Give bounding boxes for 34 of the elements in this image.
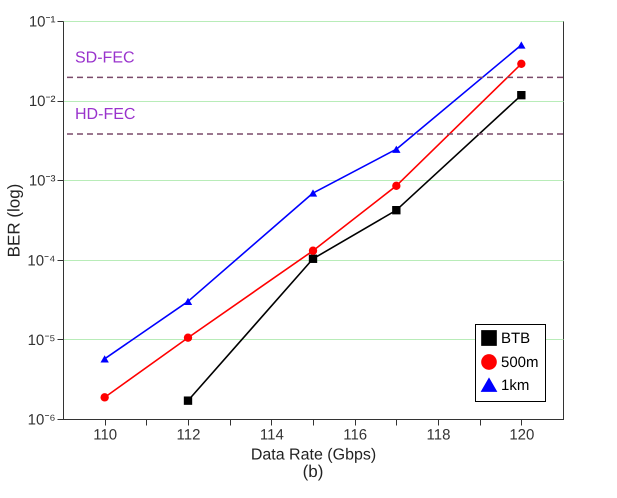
legend-label: BTB (501, 330, 530, 347)
x-tick-label: 110 (93, 426, 118, 444)
point (308, 189, 318, 197)
legend-label: 1km (501, 377, 530, 394)
ref-line-label: HD-FEC (75, 106, 136, 124)
point (184, 396, 192, 405)
point (392, 206, 401, 214)
point (100, 393, 109, 402)
y-tick-label: 10⁻⁴ (27, 252, 56, 270)
y-tick-label: 10⁻¹ (28, 14, 56, 30)
point (517, 41, 526, 49)
point (517, 90, 526, 100)
x-tick-label: 120 (509, 426, 534, 444)
point (308, 254, 318, 263)
x-tick-label: 118 (426, 426, 450, 444)
x-tick-label: 114 (260, 426, 284, 444)
point (392, 146, 401, 153)
x-axis-title: Data Rate (Gbps) (250, 446, 376, 464)
y-tick-label: 10⁻² (28, 93, 56, 110)
y-tick-label: 10⁻⁶ (28, 412, 56, 428)
y-tick-label: 10⁻⁵ (28, 332, 56, 349)
point (392, 182, 401, 190)
y-tick-label: 10⁻³ (28, 172, 56, 190)
x-tick-label: 116 (343, 426, 368, 444)
y-axis-title: BER (log) (4, 184, 24, 258)
point (184, 298, 192, 306)
ref-line-label: SD-FEC (75, 49, 135, 66)
x-tick-label: 112 (176, 426, 200, 444)
legend-label: 500m (501, 354, 539, 371)
point (184, 334, 192, 342)
point (308, 246, 318, 255)
point (100, 355, 109, 362)
point (517, 60, 526, 68)
text: (b) (302, 462, 324, 481)
